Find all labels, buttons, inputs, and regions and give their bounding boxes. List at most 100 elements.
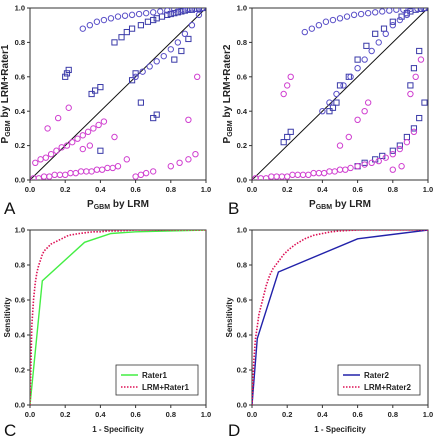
scatter-point — [160, 52, 167, 60]
scatter-point — [280, 139, 287, 146]
x-axis-label: PGBM by LRM — [309, 199, 371, 211]
x-axis-label: 1 - Specificity — [314, 425, 366, 434]
scatter-point — [95, 121, 102, 129]
scatter-point — [150, 114, 157, 122]
x-tick-label: 1.0 — [423, 410, 433, 419]
scatter-point — [92, 87, 99, 94]
scatter-point — [343, 13, 351, 20]
scatter-point — [97, 84, 104, 91]
scatter-point — [284, 133, 291, 141]
scatter-point — [372, 156, 379, 163]
legend-label: Rater1 — [142, 371, 167, 380]
y-tick-label: 1.0 — [15, 226, 25, 235]
x-tick-label: 0.2 — [282, 185, 292, 194]
scatter-point — [375, 39, 382, 46]
y-tick-label: 0.2 — [15, 366, 25, 375]
scatter-point — [410, 125, 418, 132]
y-axis-label: PGBM by LRM+Rater1 — [0, 44, 12, 143]
scatter-point — [111, 133, 118, 141]
scatter-point — [389, 22, 396, 29]
y-tick-label: 0.0 — [15, 176, 25, 185]
scatter-point — [146, 63, 153, 70]
y-axis-label: PGBM by LRM+Rater2 — [222, 44, 234, 143]
x-tick-label: 0.6 — [352, 410, 362, 419]
scatter-point — [407, 82, 414, 89]
scatter-point — [132, 70, 139, 77]
scatter-point — [400, 8, 407, 13]
scatter-point — [139, 68, 146, 75]
y-tick-label: 0.4 — [237, 107, 248, 116]
x-tick-label: 0.0 — [25, 185, 35, 194]
scatter-point — [128, 11, 136, 19]
scatter-point — [361, 108, 368, 115]
scatter-point — [185, 35, 192, 43]
scatter-point — [375, 157, 382, 165]
y-tick-label: 0.8 — [15, 261, 25, 270]
scatter-point — [194, 73, 201, 81]
scatter-point — [42, 154, 50, 161]
y-axis-label: Sensitivity — [3, 297, 12, 338]
x-tick-label: 0.8 — [388, 185, 398, 194]
scatter-point — [382, 154, 389, 161]
scatter-point — [403, 138, 411, 146]
legend-box — [337, 364, 421, 396]
x-tick-label: 0.4 — [95, 185, 106, 194]
scatter-point — [357, 10, 365, 18]
scatter-point — [150, 16, 157, 24]
scatter-point — [340, 82, 347, 89]
scatter-point — [150, 168, 157, 175]
scatter-point — [97, 147, 104, 154]
y-tick-label: 0.6 — [237, 296, 247, 305]
scatter-point — [65, 66, 72, 74]
scatter-point — [363, 42, 370, 49]
scatter-point — [32, 159, 39, 167]
scatter-point — [361, 161, 368, 168]
scatter-point — [326, 108, 333, 115]
scatter-point — [137, 99, 144, 106]
scatter-point — [128, 77, 136, 84]
scatter-point — [329, 104, 337, 111]
x-tick-label: 0.0 — [247, 185, 257, 194]
scatter-point — [111, 39, 118, 46]
scatter-point — [386, 8, 393, 14]
scatter-point — [398, 163, 405, 170]
scatter-point — [128, 25, 136, 32]
scatter-point — [185, 8, 192, 13]
x-axis-label-rest: by LRM — [332, 199, 371, 210]
scatter-point — [421, 99, 428, 106]
scatter-point — [195, 8, 203, 12]
scatter-point — [185, 116, 192, 124]
scatter-point — [100, 118, 108, 125]
roc-line — [252, 230, 428, 405]
x-axis-label-sub: GBM — [316, 204, 333, 211]
y-tick-label: 0.6 — [237, 72, 247, 81]
scatter-point — [336, 82, 344, 89]
legend-box — [115, 364, 199, 396]
scatter-point — [54, 114, 62, 122]
scatter-point — [164, 8, 171, 14]
scatter-point — [171, 8, 178, 13]
scatter-point — [315, 22, 323, 29]
x-tick-label: 0.4 — [317, 185, 328, 194]
scatter-point — [336, 15, 344, 22]
scatter-point — [181, 8, 188, 14]
x-tick-label: 0.2 — [282, 410, 292, 419]
scatter-point — [167, 46, 175, 53]
scatter-point — [284, 82, 291, 89]
scatter-point — [93, 18, 101, 25]
scatter-point — [368, 47, 375, 55]
scatter-point — [372, 30, 379, 37]
panel-b: B 0.0 0.2 0.4 0.6 0.8 1.00.00.20.40.60.81.0PG… — [222, 4, 433, 218]
scatter-point — [361, 56, 368, 63]
scatter-point — [174, 39, 182, 46]
legend: Rater1 LRM+Rater1 — [115, 364, 199, 396]
scatter-point — [199, 8, 206, 12]
y-tick-label: 1.0 — [15, 4, 25, 13]
legend-label: LRM+Rater2 — [364, 383, 411, 392]
scatter-point — [167, 10, 174, 18]
scatter-point — [150, 9, 157, 16]
scatter-point — [79, 132, 87, 139]
scatter-point — [114, 13, 122, 20]
x-tick-label: 1.0 — [201, 185, 211, 194]
